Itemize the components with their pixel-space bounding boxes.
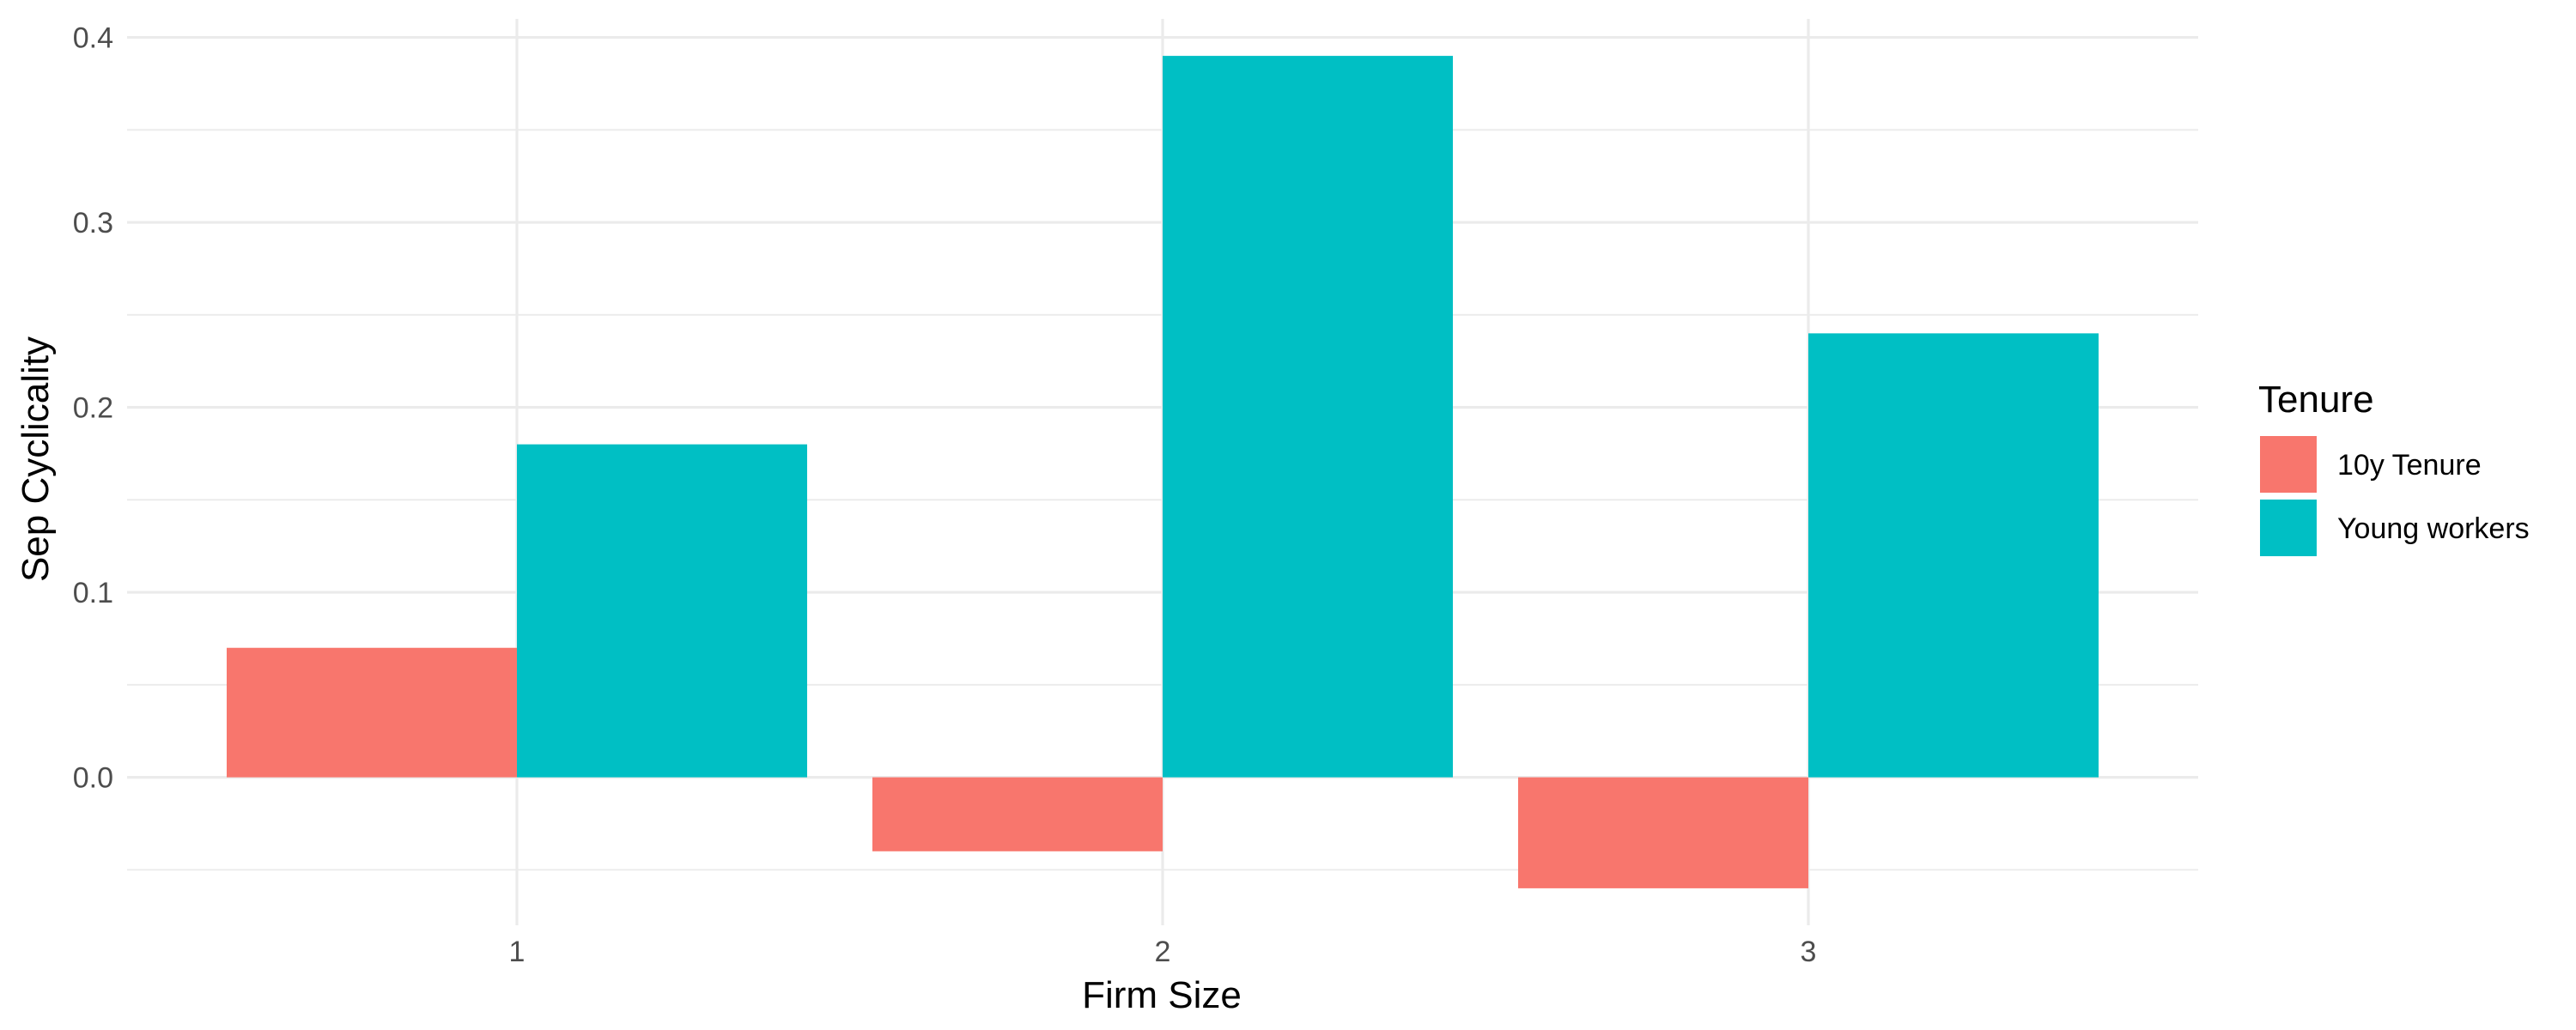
legend: Tenure 10y Tenure Young workers [2258,379,2530,556]
y-tick-labels: 0.0 0.1 0.2 0.3 0.4 [73,22,113,795]
legend-label: 10y Tenure [2337,449,2482,482]
x-tick-labels: 1 2 3 [509,936,1817,968]
y-tick-label: 0.2 [73,392,113,425]
x-axis-title: Firm Size [1082,974,1242,1016]
legend-items: 10y Tenure Young workers [2260,436,2530,556]
legend-title: Tenure [2258,379,2374,421]
bar-10y-tenure-2 [872,777,1163,851]
bars [227,56,2099,888]
x-tick-label: 1 [509,936,526,968]
y-tick-label: 0.1 [73,577,113,609]
bar-10y-tenure-1 [227,647,517,778]
bar-10y-tenure-3 [1518,777,1808,888]
y-tick-label: 0.0 [73,762,113,795]
bar-young-workers-1 [517,444,807,778]
legend-key [2260,436,2317,493]
x-tick-label: 2 [1155,936,1171,968]
y-tick-label: 0.4 [73,22,113,55]
bar-young-workers-3 [1808,333,2099,778]
y-axis-title: Sep Cyclicality [15,336,57,582]
legend-label: Young workers [2337,512,2530,545]
y-tick-label: 0.3 [73,207,113,239]
x-tick-label: 3 [1801,936,1817,968]
legend-key [2260,500,2317,556]
bar-young-workers-2 [1163,56,1453,778]
